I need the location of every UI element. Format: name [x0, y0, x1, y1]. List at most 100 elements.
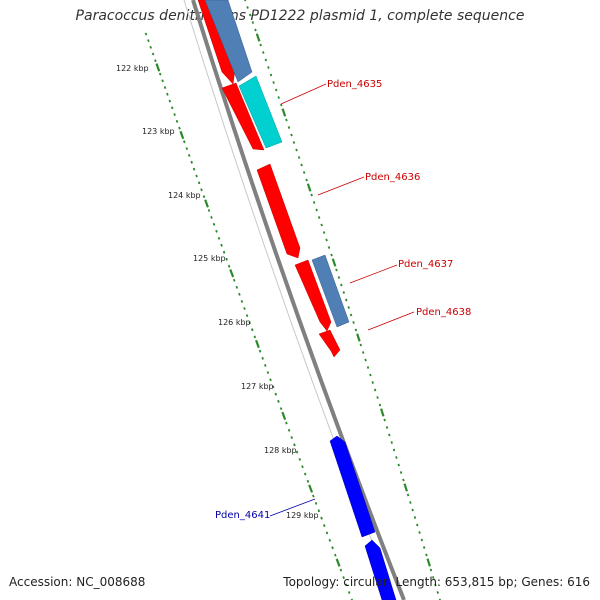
minor-tick — [175, 119, 179, 123]
gene-label-pden-4635[interactable]: Pden_4635 — [327, 79, 382, 90]
minor-tick — [340, 283, 343, 287]
minor-tick — [197, 181, 201, 185]
minor-tick — [331, 546, 334, 550]
minor-tick — [277, 399, 280, 403]
minor-tick — [210, 216, 213, 219]
minor-tick — [297, 156, 301, 159]
minor-tick — [238, 292, 241, 296]
minor-tick — [373, 388, 377, 392]
minor-tick — [345, 298, 348, 302]
minor-tick — [364, 358, 367, 362]
gene-arrow[interactable] — [238, 75, 283, 149]
minor-tick — [173, 113, 176, 116]
minor-tick — [192, 167, 196, 171]
minor-tick — [277, 96, 280, 99]
minor-tick — [315, 208, 318, 212]
gene-label-pden-4641[interactable]: Pden_4641 — [215, 510, 270, 521]
minor-tick — [328, 538, 332, 542]
major-tick — [155, 63, 161, 72]
minor-tick — [434, 583, 437, 587]
gene-arrow[interactable] — [311, 254, 350, 328]
minor-tick — [170, 106, 174, 110]
gene-label-pden-4637[interactable]: Pden_4637 — [398, 259, 453, 270]
topology-summary: Topology: circular; Length: 653,815 bp; … — [283, 575, 590, 589]
minor-tick — [158, 72, 162, 76]
minor-tick — [383, 418, 386, 422]
minor-tick — [161, 79, 164, 83]
gene-arrow[interactable] — [204, 0, 253, 83]
minor-tick — [253, 335, 257, 339]
minor-tick — [244, 0, 247, 2]
minor-tick — [432, 576, 435, 579]
minor-tick — [269, 73, 273, 77]
minor-tick — [409, 501, 412, 504]
major-tick — [229, 269, 235, 278]
minor-tick — [251, 21, 255, 24]
minor-tick — [392, 448, 396, 452]
gene-arrow[interactable] — [329, 435, 376, 538]
major-tick — [335, 558, 341, 567]
inner-tick-ring — [144, 32, 353, 600]
gene-arrow[interactable] — [294, 259, 332, 332]
tick-label-123: 123 kbp — [142, 127, 175, 136]
tick-label-127: 127 kbp — [241, 382, 274, 391]
minor-tick — [202, 195, 206, 199]
minor-tick — [418, 531, 421, 534]
minor-tick — [354, 328, 358, 332]
tick-label-129: 129 kbp — [286, 511, 319, 520]
minor-tick — [280, 103, 283, 107]
gene-label-pden-4636[interactable]: Pden_4636 — [365, 172, 420, 183]
minor-tick — [187, 154, 191, 157]
minor-tick — [312, 494, 315, 498]
tick-label-128: 128 kbp — [264, 446, 297, 455]
minor-tick — [413, 516, 417, 519]
minor-tick — [312, 201, 316, 204]
minor-tick — [290, 436, 294, 440]
tick-label-126: 126 kbp — [218, 318, 251, 327]
minor-tick — [220, 243, 223, 247]
minor-tick — [258, 349, 262, 353]
minor-tick — [361, 351, 365, 354]
minor-tick — [411, 508, 414, 512]
backbone-outer — [191, 0, 406, 600]
gene-arrow[interactable] — [256, 163, 301, 259]
minor-tick — [271, 385, 275, 389]
minor-tick — [287, 428, 291, 432]
minor-tick — [306, 479, 310, 483]
minor-tick — [378, 403, 382, 407]
gene-arrow[interactable] — [221, 82, 265, 151]
minor-tick — [438, 598, 441, 600]
gene-label-pden-4638[interactable]: Pden_4638 — [416, 307, 471, 318]
major-tick — [179, 130, 185, 140]
minor-tick — [302, 171, 306, 174]
minor-tick — [301, 465, 304, 469]
minor-tick — [246, 6, 249, 9]
gene-arrow[interactable] — [364, 539, 397, 600]
gene-arrows — [197, 0, 397, 600]
minor-tick — [388, 433, 391, 437]
minor-tick — [248, 321, 251, 325]
gene-arrow[interactable] — [318, 329, 341, 358]
minor-tick — [420, 538, 424, 542]
minor-tick — [416, 523, 419, 527]
minor-tick — [222, 250, 226, 254]
minor-tick — [240, 300, 244, 303]
minor-tick — [429, 568, 433, 572]
minor-tick — [335, 268, 338, 272]
minor-tick — [250, 328, 254, 332]
major-tick — [255, 339, 260, 349]
minor-tick — [217, 236, 221, 240]
minor-tick — [274, 392, 278, 396]
tick-label-122: 122 kbp — [116, 64, 149, 73]
minor-tick — [323, 524, 326, 527]
minor-tick — [436, 591, 439, 594]
minor-tick — [178, 126, 181, 130]
minor-tick — [151, 52, 155, 56]
minor-tick — [200, 188, 203, 192]
minor-tick — [310, 193, 313, 197]
minor-tick — [272, 81, 275, 84]
minor-tick — [327, 246, 331, 249]
minor-tick — [300, 163, 303, 167]
tick-label-125: 125 kbp — [193, 254, 226, 263]
